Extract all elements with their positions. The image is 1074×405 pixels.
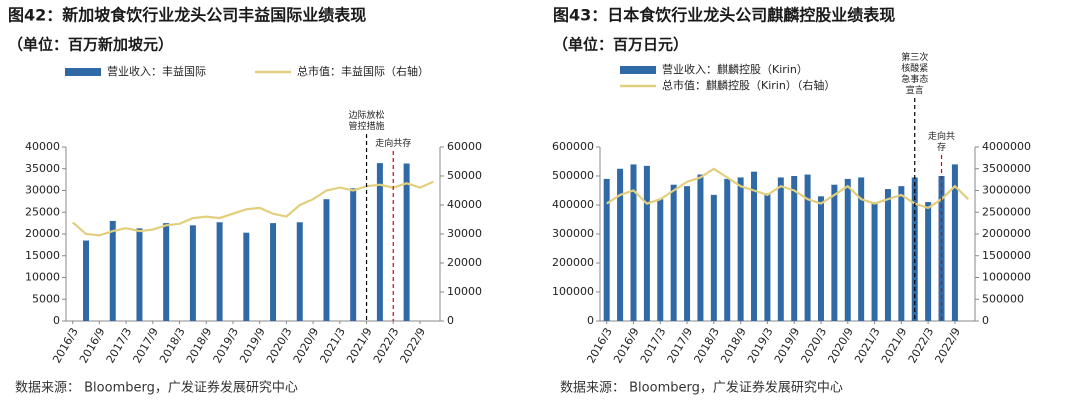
y2-tick-label: 1000000 (982, 271, 1031, 284)
bar (737, 177, 744, 321)
y2-tick-label: 2000000 (982, 227, 1031, 240)
chart-subtitle: （单位：百万新加坡元） (8, 36, 173, 54)
bar (777, 177, 784, 321)
bar (163, 223, 170, 321)
y2-tick-label: 3000000 (982, 184, 1031, 197)
y-tick-label: 25000 (25, 205, 60, 218)
legend-swatch (620, 66, 656, 74)
legend-label: 总市值：丰益国际（右轴） (297, 64, 429, 78)
legend-label: 总市值：麒麟控股（Kirin）（右轴） (662, 78, 835, 92)
annotation-text: 边际放松管控措施 (349, 109, 385, 132)
y-tick-label: 100000 (552, 285, 594, 298)
bar (630, 164, 637, 321)
bar (764, 193, 771, 321)
y-tick-label: 400000 (552, 198, 594, 211)
annotation-text: 第三次核酸紧急事态宣言 (901, 51, 928, 96)
y-tick-label: 600000 (552, 140, 594, 153)
y2-tick-label: 60000 (447, 140, 482, 153)
bar (109, 220, 116, 321)
bar (724, 178, 731, 321)
bar (83, 240, 90, 321)
y2-tick-label: 0 (447, 314, 454, 327)
annotation-text: 走向共存 (375, 137, 411, 149)
y-tick-label: 300000 (552, 227, 594, 240)
annotation-text: 走向共存 (928, 130, 955, 153)
y2-tick-label: 0 (982, 314, 989, 327)
y2-tick-label: 4000000 (982, 140, 1031, 153)
bar (243, 232, 250, 321)
bar (844, 178, 851, 321)
bar (657, 199, 664, 321)
y-tick-label: 5000 (32, 292, 60, 305)
y2-tick-label: 10000 (447, 285, 482, 298)
x-tick-label: 2022/9 (398, 326, 429, 366)
source-note: 数据来源： Bloomberg，广发证券发展研究中心 (560, 380, 843, 396)
bar (817, 196, 824, 321)
bar (136, 228, 143, 321)
bar (898, 186, 905, 321)
y2-tick-label: 20000 (447, 256, 482, 269)
bar (710, 194, 717, 321)
y2-tick-label: 1500000 (982, 249, 1031, 262)
y2-tick-label: 2500000 (982, 205, 1031, 218)
y2-tick-label: 40000 (447, 198, 482, 211)
y-tick-label: 0 (587, 314, 594, 327)
chart-subtitle: （单位：百万日元） (553, 36, 688, 54)
bar (697, 174, 704, 321)
y2-tick-label: 50000 (447, 169, 482, 182)
y-tick-label: 30000 (25, 184, 60, 197)
chart-title: 图43：日本食饮行业龙头公司麒麟控股业绩表现 (553, 6, 895, 25)
bar (791, 176, 798, 321)
source-note: 数据来源： Bloomberg，广发证券发展研究中心 (15, 380, 298, 396)
y-tick-label: 20000 (25, 227, 60, 240)
y2-tick-label: 500000 (982, 292, 1024, 305)
bar (684, 186, 691, 321)
bar (323, 199, 330, 321)
y-tick-label: 0 (53, 314, 60, 327)
legend-swatch (65, 68, 101, 76)
legend-label: 营业收入：麒麟控股（Kirin） (662, 62, 808, 76)
bar (270, 223, 277, 321)
y2-tick-label: 3500000 (982, 162, 1031, 175)
x-tick-label: 2022/9 (932, 326, 963, 366)
bar (804, 174, 811, 321)
legend-label: 营业收入：丰益国际 (107, 64, 206, 78)
y-tick-label: 35000 (25, 162, 60, 175)
chart-title: 图42：新加坡食饮行业龙头公司丰益国际业绩表现 (8, 6, 366, 25)
bar (831, 184, 838, 321)
bar (350, 188, 357, 321)
line-series (71, 180, 434, 237)
bar (911, 177, 918, 321)
y-tick-label: 500000 (552, 169, 594, 182)
bar (751, 171, 758, 321)
bar (603, 178, 610, 321)
bar (376, 163, 383, 321)
y-tick-label: 10000 (25, 271, 60, 284)
bar (871, 202, 878, 321)
bar (296, 222, 303, 321)
bar (189, 225, 196, 321)
bar (951, 164, 958, 321)
bar (617, 168, 624, 321)
line-series (606, 167, 970, 210)
y2-tick-label: 30000 (447, 227, 482, 240)
bar (884, 189, 891, 321)
y-tick-label: 40000 (25, 140, 60, 153)
bar (858, 177, 865, 321)
bar (643, 165, 650, 321)
bar (670, 184, 677, 321)
bar (925, 202, 932, 321)
y-tick-label: 15000 (25, 249, 60, 262)
y-tick-label: 200000 (552, 256, 594, 269)
bar (216, 222, 223, 321)
bar (403, 163, 410, 321)
